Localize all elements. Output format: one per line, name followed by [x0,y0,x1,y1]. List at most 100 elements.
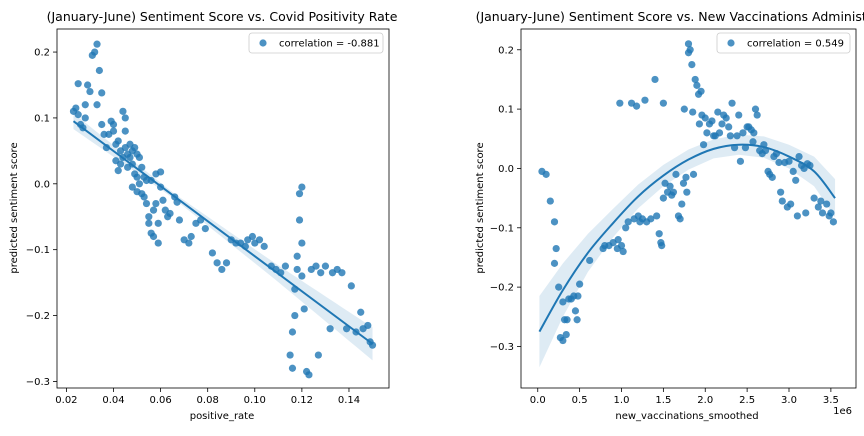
data-point [357,308,365,316]
y-tick-label: −0.2 [26,311,50,322]
y-tick-label: 0.2 [498,45,514,56]
data-point [305,371,313,379]
data-point [312,262,320,270]
data-point [682,173,690,181]
data-point [281,262,289,270]
data-point [818,209,827,217]
y-tick-label: −0.1 [490,223,514,234]
data-point [208,249,216,257]
data-point [686,46,694,54]
y-axis-label: predicted sentiment score [475,142,486,273]
data-point [814,203,822,211]
y-tick-label: 0.0 [34,179,50,190]
data-point [688,61,696,69]
data-point [728,99,736,107]
data-point [795,152,803,161]
data-point [827,209,835,217]
regression-line [538,143,836,333]
x-axis-label: new_vaccinations_smoothed [615,411,758,422]
chart-right: (January-June) Sentiment Score vs. New V… [475,9,864,422]
legend-marker [259,39,267,47]
data-point [248,232,257,241]
y-axis-label: predicted sentiment score [9,142,20,273]
x-tick-label: 1.5 [655,395,671,406]
data-point [563,316,571,324]
data-point [74,80,82,88]
data-point [777,188,785,196]
y-tick-label: 0.2 [34,48,50,59]
data-point [138,163,146,171]
data-point [154,239,162,247]
data-point [338,269,346,277]
data-point [552,244,560,253]
confidence-band [539,134,836,368]
data-point [669,188,678,196]
x-tick-label: 0.10 [244,395,266,406]
data-point [641,96,649,104]
data-point [154,219,162,227]
data-point [823,200,831,208]
data-point [347,282,355,290]
data-point [542,170,550,178]
data-point [213,259,221,267]
legend-marker [727,39,735,47]
data-point [95,66,103,75]
x-tick-label: 3.0 [781,395,797,406]
data-point [559,336,567,345]
data-point [715,129,724,137]
data-point [175,216,184,224]
data-point [735,111,743,119]
y-tick-label: 0.0 [498,164,514,175]
data-point [133,173,141,181]
data-point [647,215,655,223]
axes-frame [520,28,857,389]
data-point [157,168,165,176]
data-point [116,160,125,168]
data-point [617,241,626,250]
data-point [109,127,118,135]
data-point [260,242,268,250]
data-point [768,173,776,181]
data-point [725,123,733,131]
x-tick-label: 3.5 [823,395,839,406]
plot-area [69,40,377,379]
data-point [149,206,158,214]
data-point [98,89,106,97]
data-point [699,141,708,149]
data-point [684,40,693,48]
data-point [689,170,698,178]
data-point [672,170,680,178]
data-point [789,167,797,176]
data-point [291,311,299,320]
data-point [792,176,800,184]
y-tick-label: −0.3 [490,342,514,353]
data-point [159,196,167,204]
data-point [93,40,101,48]
data-point [119,107,127,115]
data-point [775,158,783,167]
legend: correlation = -0.881 [248,32,384,54]
x-tick-label: 0.0 [530,395,546,406]
data-point [74,111,82,119]
x-tick-label: 0.5 [572,395,588,406]
y-tick-label: −0.3 [26,377,50,388]
data-point [364,321,372,330]
data-point [666,182,674,190]
data-point [810,194,818,202]
legend-label: correlation = -0.881 [279,39,380,50]
data-point [86,87,94,96]
data-point [653,212,661,220]
data-point [679,179,688,187]
data-point [785,157,793,165]
x-tick-label: 2.0 [697,395,713,406]
data-point [298,183,306,191]
data-point [683,188,691,196]
data-point [562,331,570,339]
data-point [121,127,129,135]
scatter-points [69,40,377,379]
data-point [614,236,622,244]
data-point [733,132,741,140]
data-point [145,213,153,221]
